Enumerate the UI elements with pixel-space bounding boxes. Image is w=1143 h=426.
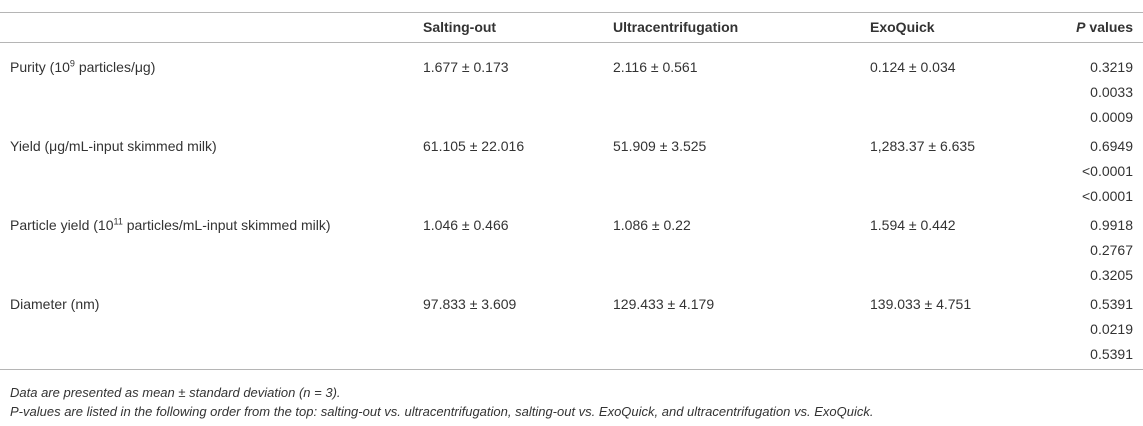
label-text: particles/μg) [74, 59, 156, 75]
row-label: Diameter (nm) [10, 295, 99, 313]
header-rule [0, 42, 1143, 43]
row-label: Yield (μg/mL-input skimmed milk) [10, 137, 217, 155]
cell-value: 1.086 ± 0.22 [613, 217, 691, 233]
p-value: 0.5391 [1090, 296, 1133, 312]
label-text: particles/mL-input skimmed milk) [122, 217, 331, 233]
bottom-rule [0, 369, 1143, 370]
p-value: 0.3219 [1090, 59, 1133, 75]
label-text: Purity (10 [10, 59, 70, 75]
footnote: P-values are listed in the following ord… [10, 404, 874, 419]
cell-value: 1.677 ± 0.173 [423, 59, 509, 75]
label-text: Yield (μg/mL-input skimmed milk) [10, 138, 217, 154]
p-value: 0.2767 [1090, 242, 1133, 258]
label-superscript: 9 [69, 58, 75, 69]
cell-value: 1,283.37 ± 6.635 [870, 138, 975, 154]
p-header-text: values [1089, 19, 1133, 35]
p-value: <0.0001 [1082, 188, 1133, 204]
column-header: Salting-out [423, 19, 497, 35]
p-value: 0.9918 [1090, 217, 1133, 233]
cell-value: 0.124 ± 0.034 [870, 59, 956, 75]
cell-value: 97.833 ± 3.609 [423, 296, 517, 312]
footnote: Data are presented as mean ± standard de… [10, 385, 341, 400]
column-header: ExoQuick [870, 19, 935, 35]
cell-value: 61.105 ± 22.016 [423, 138, 525, 154]
row-label: Purity (109 particles/μg) [10, 58, 155, 76]
label-text: Diameter (nm) [10, 296, 100, 312]
cell-value: 1.594 ± 0.442 [870, 217, 956, 233]
p-value: <0.0001 [1082, 163, 1133, 179]
p-value: 0.0219 [1090, 321, 1133, 337]
p-italic: P [1076, 19, 1086, 35]
label-text: Particle yield (10 [10, 217, 114, 233]
p-value: 0.6949 [1090, 138, 1133, 154]
label-superscript: 11 [113, 216, 123, 227]
cell-value: 1.046 ± 0.466 [423, 217, 509, 233]
cell-value: 51.909 ± 3.525 [613, 138, 707, 154]
column-header: Ultracentrifugation [613, 19, 739, 35]
row-label: Particle yield (1011 particles/mL-input … [10, 216, 331, 234]
cell-value: 2.116 ± 0.561 [613, 59, 698, 75]
p-value: 0.0009 [1090, 109, 1133, 125]
p-value: 0.0033 [1090, 84, 1133, 100]
p-value: 0.5391 [1090, 346, 1133, 362]
cell-value: 139.033 ± 4.751 [870, 296, 972, 312]
top-rule [0, 12, 1143, 13]
cell-value: 129.433 ± 4.179 [613, 296, 715, 312]
p-value: 0.3205 [1090, 267, 1133, 283]
